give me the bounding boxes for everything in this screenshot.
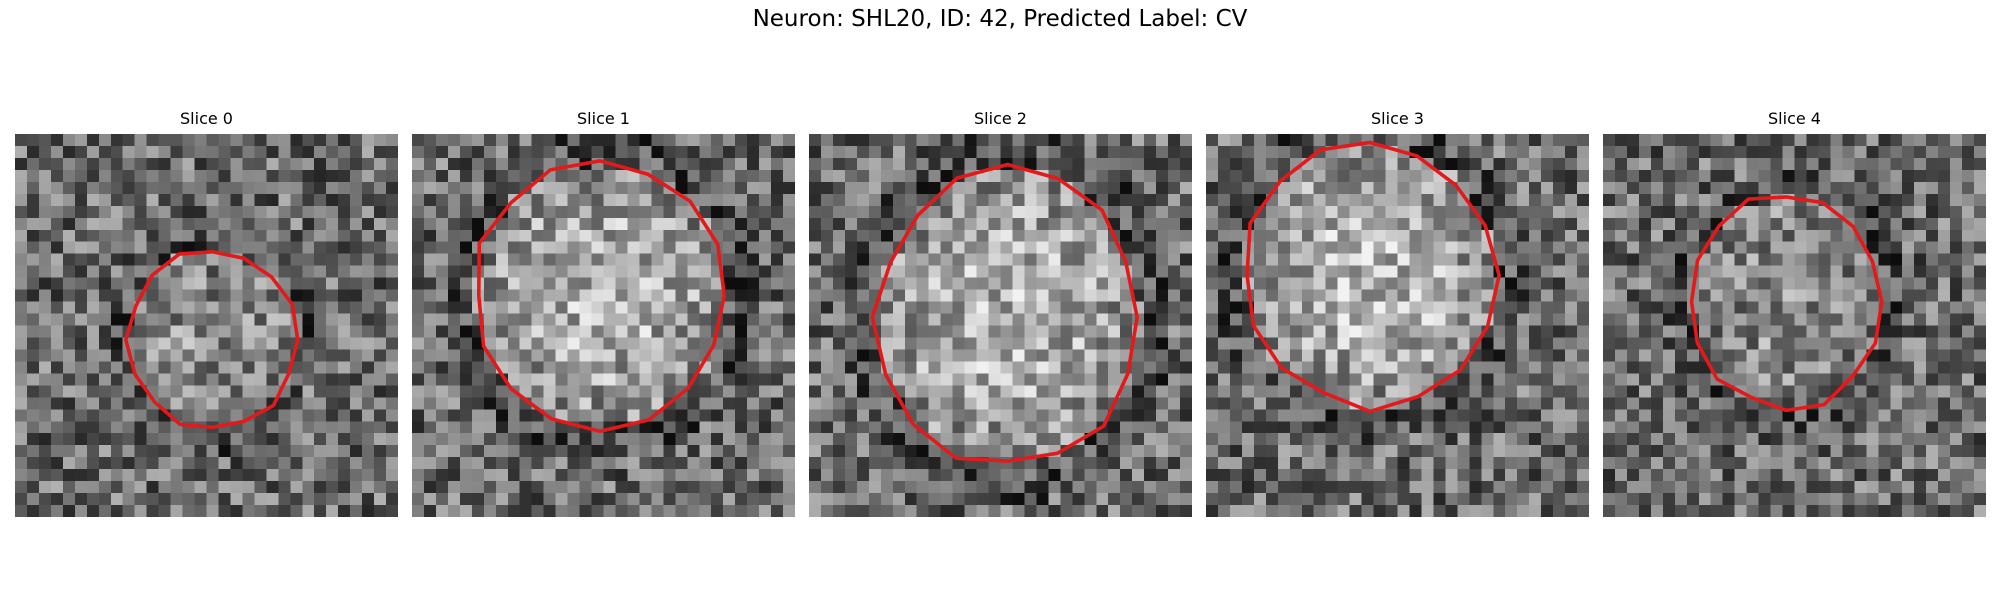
segmentation-contour bbox=[476, 158, 727, 434]
slice-image bbox=[15, 134, 398, 517]
slice-image bbox=[1603, 134, 1986, 517]
slice-panel-2: Slice 2 bbox=[809, 108, 1192, 518]
slice-panel-0: Slice 0 bbox=[15, 108, 398, 518]
slice-panel-4: Slice 4 bbox=[1603, 108, 1986, 518]
slice-image bbox=[809, 134, 1192, 517]
segmentation-contour bbox=[1245, 140, 1501, 414]
slice-title: Slice 4 bbox=[1768, 109, 1821, 128]
slice-title: Slice 0 bbox=[180, 109, 233, 128]
slice-image bbox=[412, 134, 795, 517]
slice-panel-1: Slice 1 bbox=[412, 108, 795, 518]
segmentation-contour bbox=[870, 162, 1140, 463]
slice-title: Slice 3 bbox=[1371, 109, 1424, 128]
slice-panel-3: Slice 3 bbox=[1206, 108, 1589, 518]
segmentation-contour bbox=[123, 249, 300, 430]
slice-image bbox=[1206, 134, 1589, 517]
slice-title: Slice 2 bbox=[974, 109, 1027, 128]
figure-title: Neuron: SHL20, ID: 42, Predicted Label: … bbox=[752, 6, 1248, 32]
slice-title: Slice 1 bbox=[577, 109, 630, 128]
segmentation-contour bbox=[1689, 195, 1884, 413]
